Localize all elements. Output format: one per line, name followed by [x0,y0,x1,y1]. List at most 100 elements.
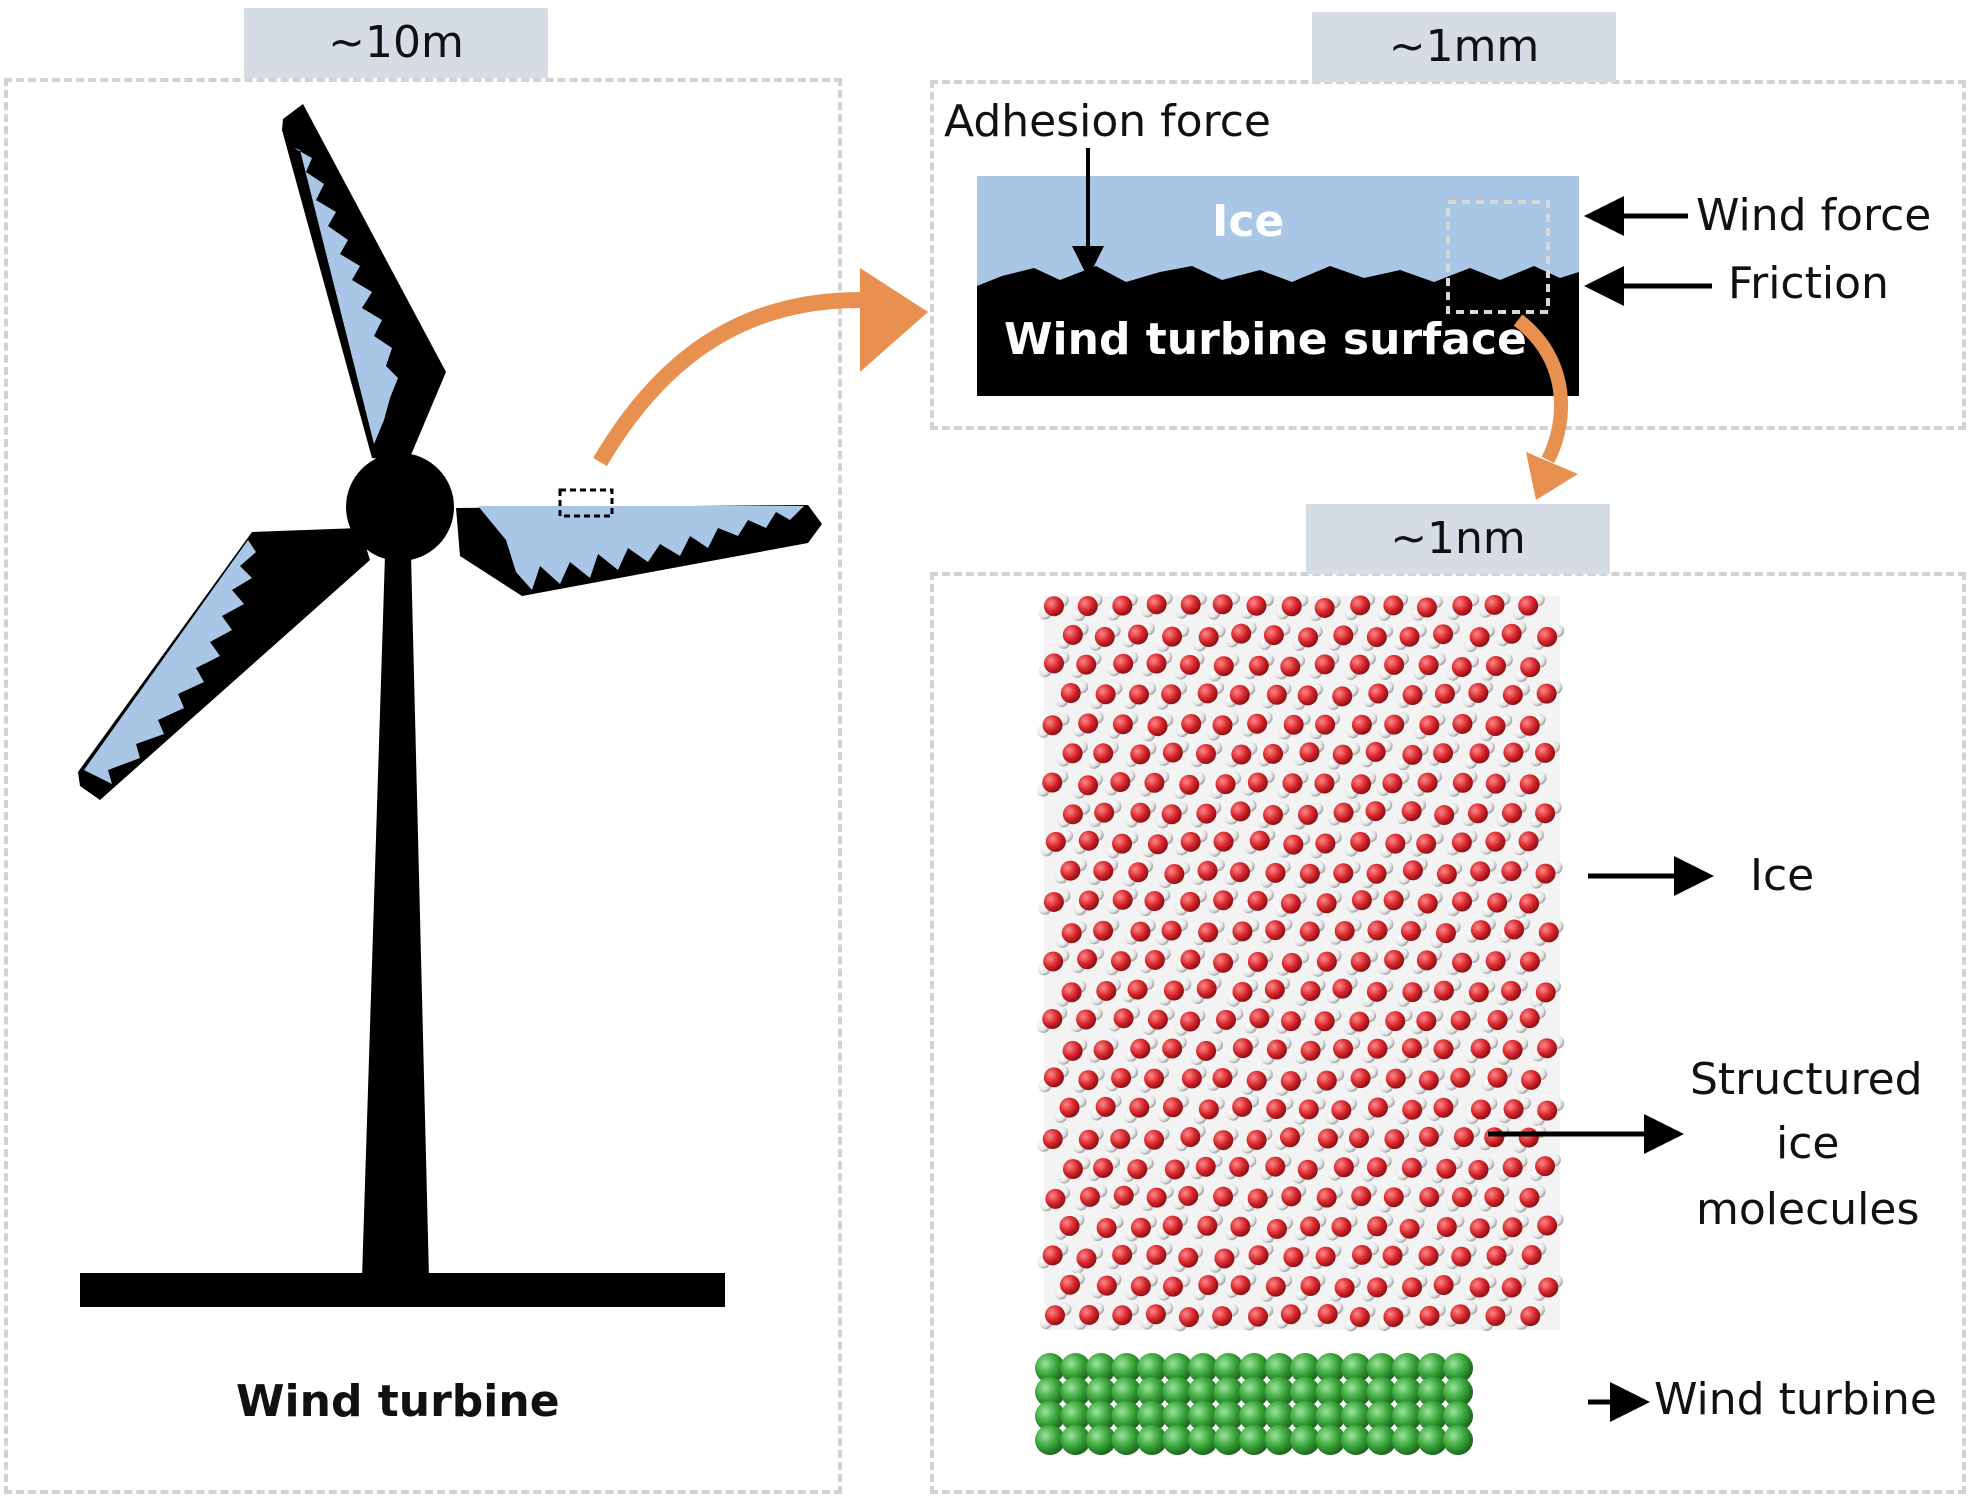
oxygen-atom [1181,1068,1202,1089]
oxygen-atom [1113,1008,1134,1029]
oxygen-atom [1434,805,1455,826]
substrate-atom [1392,1377,1422,1407]
oxygen-atom [1212,715,1233,736]
substrate-atom [1264,1401,1295,1431]
oxygen-atom [1385,1011,1406,1032]
oxygen-atom [1094,802,1115,823]
oxygen-atom [1416,950,1437,971]
oxygen-atom [1179,774,1200,795]
oxygen-atom [1399,626,1420,647]
substrate-atom [1137,1425,1167,1455]
oxygen-atom [1349,1307,1370,1328]
oxygen-atom [1314,1011,1335,1032]
oxygen-atom [1451,657,1472,678]
substrate-atom [1188,1425,1218,1455]
substrate-atom [1392,1425,1422,1455]
oxygen-atom [1418,1245,1439,1266]
oxygen-atom [1297,804,1318,825]
oxygen-atom [1045,1188,1066,1209]
oxygen-atom [1129,1097,1150,1118]
oxygen-atom [1349,654,1370,675]
oxygen-atom [1078,713,1099,734]
oxygen-atom [1248,1245,1269,1266]
oxygen-atom [1196,803,1217,824]
oxygen-atom [1110,1128,1131,1149]
nano-scale-badge: ~1nm [1306,504,1610,574]
structured-label-line1: Structured [1690,1054,1923,1105]
oxygen-atom [1468,982,1489,1003]
oxygen-atom [1076,1009,1097,1030]
oxygen-atom [1215,774,1236,795]
substrate-atom [1443,1401,1473,1431]
oxygen-atom [1416,1011,1437,1032]
oxygen-atom [1096,980,1117,1001]
oxygen-atom [1212,1068,1233,1089]
oxygen-atom [1434,683,1455,704]
nano-substrate-label: Wind turbine [1654,1374,1937,1425]
substrate-atom [1341,1353,1371,1383]
oxygen-atom [1164,1159,1185,1180]
substrate-atom [1239,1377,1269,1407]
oxygen-atom [1077,596,1098,617]
substrate-atom [1341,1377,1371,1407]
oxygen-atom [1280,1011,1301,1032]
oxygen-atom [1144,949,1165,970]
oxygen-atom [1265,1156,1286,1177]
oxygen-atom [1520,1306,1541,1327]
oxygen-atom [1502,684,1523,705]
oxygen-atom [1535,982,1556,1003]
oxygen-atom [1111,1068,1132,1089]
oxygen-atom [1146,1187,1167,1208]
oxygen-atom [1436,864,1457,885]
substrate-atom [1417,1377,1448,1407]
substrate-atom [1315,1401,1346,1431]
oxygen-atom [1367,920,1388,941]
oxygen-atom [1502,1157,1523,1178]
oxygen-atom [1094,626,1115,647]
oxygen-atom [1162,626,1183,647]
substrate-atom [1443,1353,1473,1383]
oxygen-atom [1333,1157,1354,1178]
oxygen-atom [1452,891,1473,912]
oxygen-atom [1144,1129,1165,1150]
nano-panel [930,572,1966,1494]
oxygen-atom [1280,1304,1301,1325]
substrate-atom [1213,1425,1244,1455]
oxygen-atom [1144,1068,1165,1089]
substrate-atom [1315,1425,1346,1455]
oxygen-atom [1214,1248,1235,1269]
oxygen-atom [1113,1185,1134,1206]
oxygen-atom [1433,1275,1454,1296]
oxygen-atom [1247,951,1268,972]
oxygen-atom [1519,951,1540,972]
structured-label-line2: ice [1776,1118,1840,1169]
oxygen-atom [1300,1040,1321,1061]
oxygen-atom [1213,890,1234,911]
oxygen-atom [1366,863,1387,884]
oxygen-atom [1518,1127,1539,1148]
oxygen-atom [1451,1246,1472,1267]
oxygen-atom [1247,1306,1268,1327]
oxygen-atom [1519,893,1540,914]
oxygen-atom [1266,1039,1287,1060]
substrate-atom [1035,1401,1065,1431]
oxygen-atom [1178,1185,1199,1206]
substrate-atom [1188,1401,1218,1431]
substrate-atom [1315,1353,1346,1383]
substrate-atom [1213,1401,1244,1431]
nano-ice-label: Ice [1750,850,1815,901]
oxygen-atom [1317,1128,1338,1149]
oxygen-atom [1314,654,1335,675]
oxygen-atom [1078,1070,1099,1091]
oxygen-atom [1197,860,1218,881]
oxygen-atom [1350,951,1371,972]
substrate-atom [1086,1353,1116,1383]
oxygen-atom [1266,1099,1287,1120]
oxygen-atom [1502,1217,1523,1238]
oxygen-atom [1419,1187,1440,1208]
oxygen-atom [1231,744,1252,765]
oxygen-atom [1161,684,1182,705]
oxygen-atom [1451,1187,1472,1208]
oxygen-atom [1112,1305,1133,1326]
oxygen-atom [1265,920,1286,941]
